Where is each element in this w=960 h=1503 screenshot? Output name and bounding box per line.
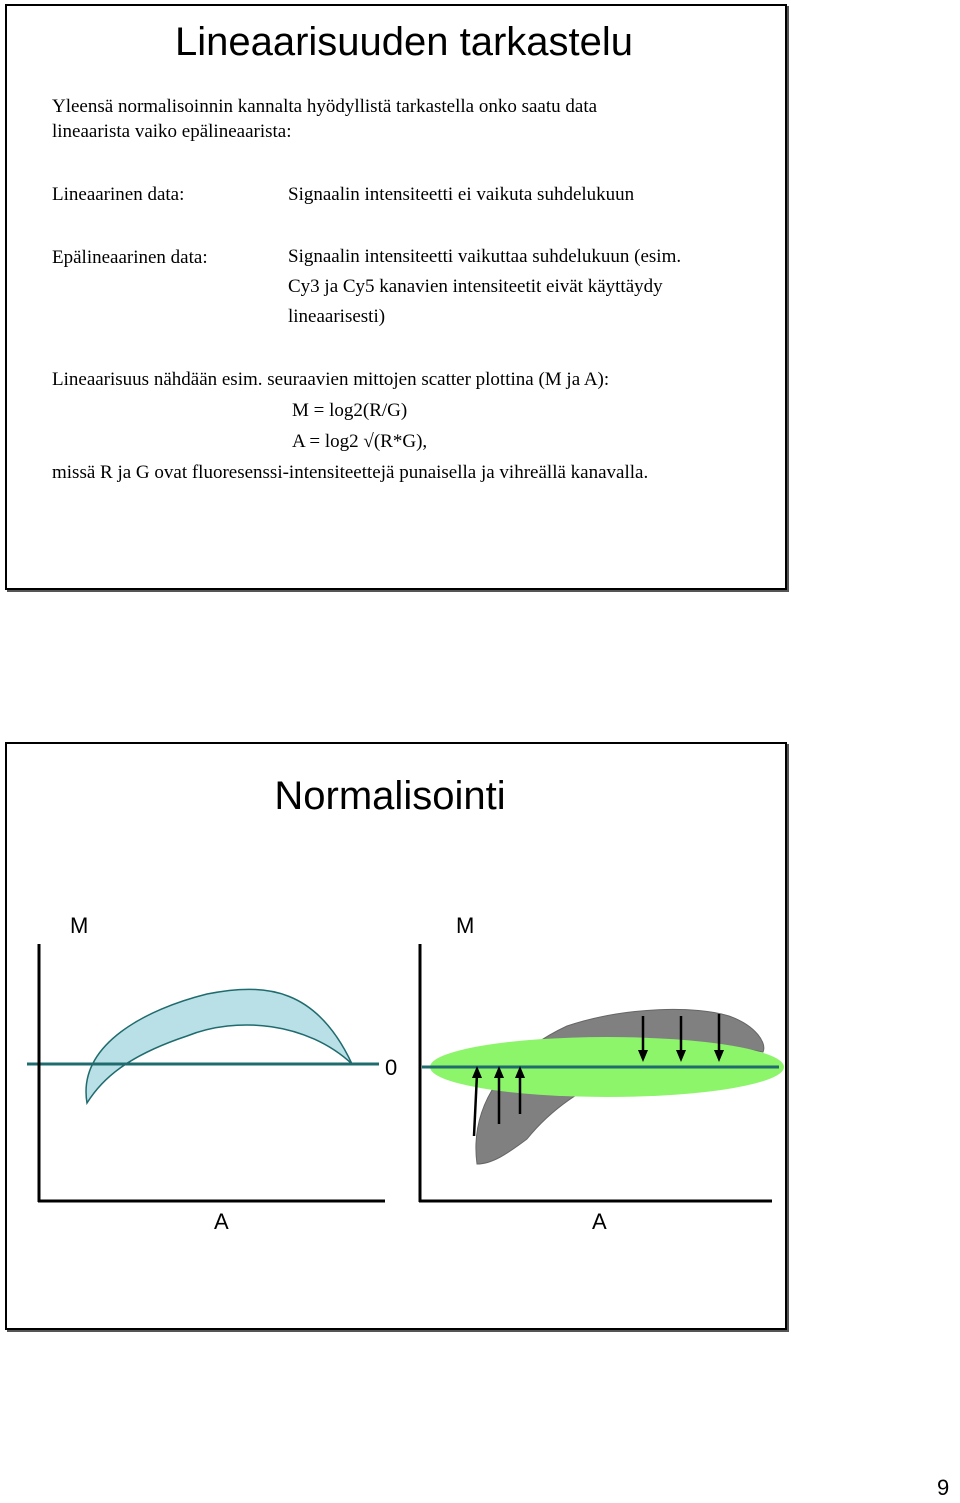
left-ma-plot — [27, 944, 385, 1203]
up-arrow — [472, 1073, 479, 1137]
left-x-axis-label: A — [214, 1209, 229, 1234]
slide-normalization: Normalisointi — [5, 742, 787, 1330]
nonlinear-data-description: Signaalin intensiteetti vaikuttaa suhdel… — [288, 242, 681, 332]
description-line: Cy3 ja Cy5 kanavien intensiteetit eivät … — [288, 276, 663, 297]
slide-title: Normalisointi — [274, 774, 506, 818]
ma-plots-diagram — [27, 944, 784, 1203]
description-line: lineaarisesti) — [288, 306, 386, 327]
up-arrow-head — [515, 1066, 525, 1078]
right-y-axis-label: M — [456, 913, 475, 938]
description-line: Signaalin intensiteetti vaikuttaa suhdel… — [288, 246, 682, 267]
down-arrow-head — [676, 1050, 686, 1062]
intro-text: Yleensä normalisoinnin kannalta hyödylli… — [52, 94, 597, 144]
slide-title: Lineaarisuuden tarkastelu — [174, 20, 634, 64]
zero-label: 0 — [385, 1055, 398, 1080]
nonlinear-data-label: Epälineaarinen data: — [52, 247, 208, 268]
formula-a: A = log2 √(R*G), — [292, 431, 428, 452]
slide-linearity: Lineaarisuuden tarkastelu Yleensä normal… — [5, 4, 787, 590]
up-arrow-head — [472, 1066, 482, 1078]
linear-data-description: Signaalin intensiteetti ei vaikuta suhde… — [288, 184, 635, 205]
page-number: 9 — [937, 1475, 950, 1500]
formula-m: M = log2(R/G) — [292, 400, 408, 421]
intro-line: lineaarista vaiko epälineaarista: — [52, 121, 292, 142]
explanation-text: missä R ja G ovat fluoresenssi-intensite… — [52, 462, 649, 483]
down-arrow-head — [638, 1050, 648, 1062]
left-y-axis-label: M — [70, 913, 89, 938]
up-arrow-head — [494, 1066, 504, 1078]
right-x-axis-label: A — [592, 1209, 607, 1234]
down-arrow-head — [714, 1050, 724, 1062]
scatter-intro-text: Lineaarisuus nähdään esim. seuraavien mi… — [52, 369, 610, 390]
right-ma-plot — [418, 944, 784, 1203]
nonlinear-data-cloud — [85, 988, 353, 1106]
linear-data-label: Lineaarinen data: — [52, 184, 185, 205]
intro-line: Yleensä normalisoinnin kannalta hyödylli… — [52, 96, 598, 117]
